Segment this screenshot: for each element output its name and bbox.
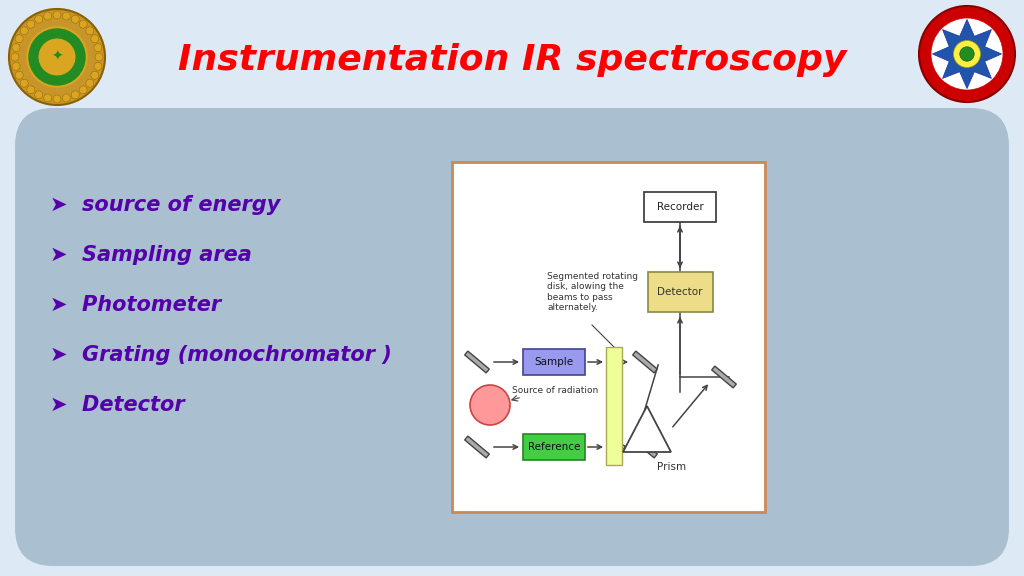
Text: Reference: Reference	[527, 442, 581, 452]
Text: ➤  Grating (monochromator ): ➤ Grating (monochromator )	[50, 345, 392, 365]
Circle shape	[44, 94, 51, 102]
Circle shape	[91, 71, 99, 79]
Circle shape	[12, 62, 20, 70]
Polygon shape	[633, 436, 657, 458]
Circle shape	[15, 71, 24, 79]
FancyBboxPatch shape	[647, 272, 713, 312]
Polygon shape	[933, 20, 1001, 89]
Text: ➤  Sampling area: ➤ Sampling area	[50, 245, 252, 265]
Circle shape	[20, 79, 29, 87]
Circle shape	[470, 385, 510, 425]
Circle shape	[62, 12, 71, 20]
Circle shape	[15, 35, 24, 43]
Text: ➤  source of energy: ➤ source of energy	[50, 195, 281, 215]
Circle shape	[9, 9, 105, 105]
Circle shape	[62, 94, 71, 102]
FancyBboxPatch shape	[523, 434, 585, 460]
Text: Segmented rotating
disk, alowing the
beams to pass
alternately.: Segmented rotating disk, alowing the bea…	[547, 272, 638, 312]
Circle shape	[919, 6, 1015, 102]
Text: Source of radiation: Source of radiation	[512, 386, 598, 395]
Circle shape	[72, 91, 79, 99]
Circle shape	[38, 38, 76, 76]
Polygon shape	[465, 436, 489, 458]
FancyBboxPatch shape	[523, 349, 585, 375]
Text: Recorder: Recorder	[656, 202, 703, 212]
Circle shape	[79, 20, 87, 28]
Circle shape	[86, 79, 94, 87]
Circle shape	[953, 40, 980, 67]
FancyBboxPatch shape	[606, 347, 622, 465]
FancyBboxPatch shape	[15, 108, 1009, 566]
Polygon shape	[465, 351, 489, 373]
Circle shape	[53, 95, 61, 103]
Circle shape	[12, 44, 20, 52]
Circle shape	[95, 53, 103, 61]
Circle shape	[79, 86, 87, 94]
Circle shape	[86, 27, 94, 35]
Circle shape	[959, 47, 974, 61]
Text: Detector: Detector	[657, 287, 702, 297]
Text: ➤  Detector: ➤ Detector	[50, 395, 184, 415]
Circle shape	[94, 62, 102, 70]
Circle shape	[44, 12, 51, 20]
Text: Instrumentation IR spectroscopy: Instrumentation IR spectroscopy	[178, 43, 846, 77]
Circle shape	[72, 15, 79, 23]
Polygon shape	[633, 351, 657, 373]
Circle shape	[931, 18, 1002, 90]
Circle shape	[91, 35, 99, 43]
Circle shape	[28, 27, 87, 87]
Text: ➤  Photometer: ➤ Photometer	[50, 295, 221, 315]
Circle shape	[27, 86, 35, 94]
Circle shape	[53, 11, 61, 19]
Circle shape	[35, 15, 43, 23]
Text: Prism: Prism	[657, 462, 686, 472]
Circle shape	[35, 91, 43, 99]
Circle shape	[20, 27, 29, 35]
Polygon shape	[712, 366, 736, 388]
FancyBboxPatch shape	[644, 192, 716, 222]
FancyBboxPatch shape	[452, 162, 765, 512]
Circle shape	[11, 53, 19, 61]
Circle shape	[94, 44, 102, 52]
Circle shape	[27, 20, 35, 28]
Polygon shape	[623, 406, 671, 452]
Text: ✦: ✦	[51, 50, 62, 64]
Text: Sample: Sample	[535, 357, 573, 367]
